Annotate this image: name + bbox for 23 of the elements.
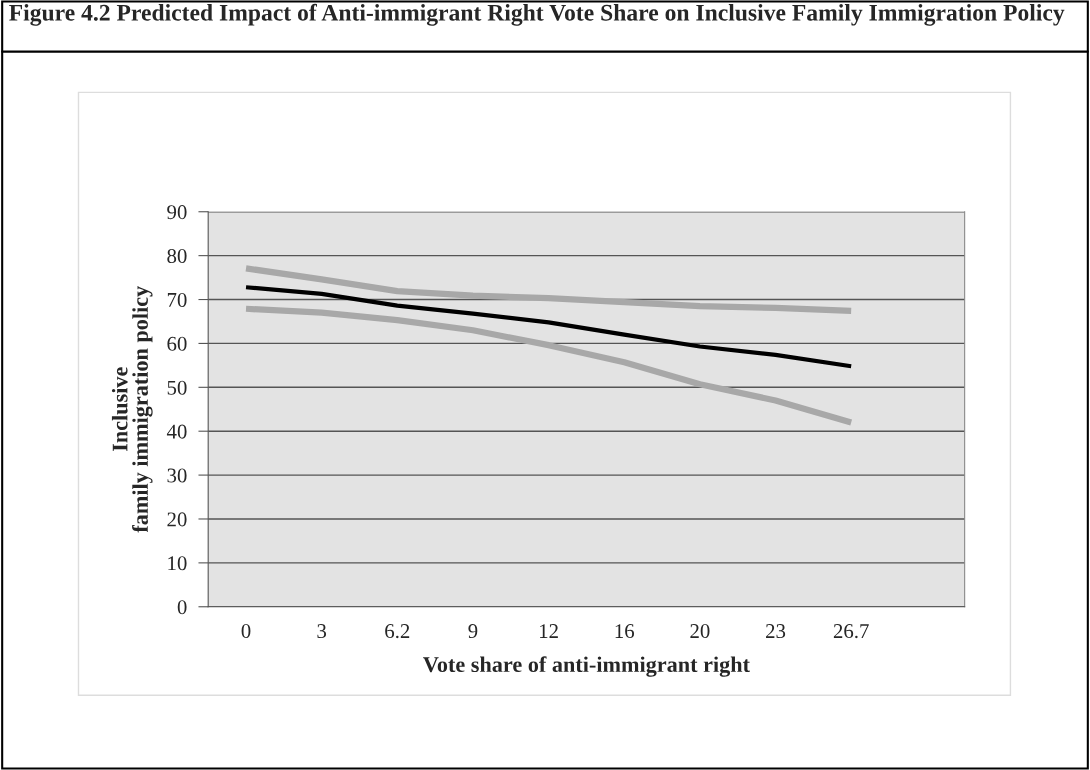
x-tick-label: 3 <box>317 624 327 639</box>
x-tick-label: 20 <box>690 624 710 639</box>
chart-title: Figure 4.2 Predicted Impact of Anti-immigrant Right Vote Share on Inclusive Family Immigration Policy <box>9 3 1065 26</box>
x-tick-label: 9 <box>468 624 478 639</box>
y-tick-label: 70 <box>167 292 187 307</box>
x-tick-label: 23 <box>766 624 786 639</box>
x-axis-title: Vote share of anti-immigrant right <box>423 656 750 677</box>
line-series <box>243 285 854 369</box>
y-tick-label: 60 <box>167 336 187 351</box>
x-tick-label: 6.2 <box>385 624 410 639</box>
y-tick-label: 0 <box>177 600 187 615</box>
y-tick-label: 80 <box>167 249 187 264</box>
y-axis-title: Inclusive family immigration policy <box>111 286 153 533</box>
y-tick-label: 30 <box>167 468 187 483</box>
x-tick-label: 0 <box>241 624 251 639</box>
y-tick-label: 90 <box>167 205 187 220</box>
x-tick-label: 16 <box>615 624 635 639</box>
y-tick-label: 40 <box>166 424 187 439</box>
x-tick-label: 26.7 <box>833 624 869 639</box>
y-tick-label: 20 <box>167 512 187 527</box>
y-tick-label: 50 <box>167 380 187 395</box>
y-tick-label: 10 <box>168 556 187 571</box>
x-tick-label: 12 <box>540 624 558 638</box>
